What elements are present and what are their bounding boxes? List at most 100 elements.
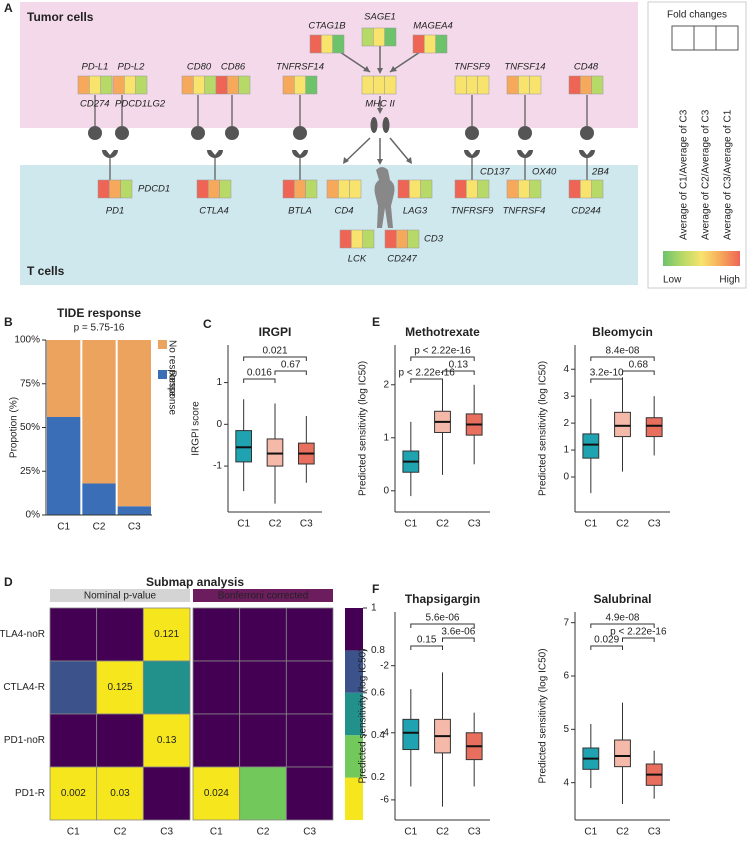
ligand-icon bbox=[88, 126, 102, 140]
fold-change-cell bbox=[529, 179, 542, 199]
fold-change-cell bbox=[339, 229, 352, 249]
receptor-icon bbox=[292, 150, 308, 158]
x-tick-label: C2 bbox=[269, 519, 282, 530]
comparison-label: p < 2.22e-16 bbox=[414, 346, 471, 357]
column-label: C1 bbox=[67, 827, 80, 838]
y-tick-label: -4 bbox=[380, 727, 389, 738]
colorbar-step bbox=[345, 650, 363, 693]
y-tick-label: 7 bbox=[563, 617, 569, 628]
comparison-label: 0.67 bbox=[281, 360, 301, 371]
y-tick-label: 50% bbox=[20, 422, 40, 433]
panel-label: F bbox=[372, 582, 379, 596]
colorbar-label: 0.8 bbox=[371, 645, 385, 656]
x-tick-label: C3 bbox=[648, 827, 661, 838]
fold-change-cell bbox=[384, 229, 397, 249]
bar-segment bbox=[117, 340, 151, 507]
gene-label: MAGEA4 bbox=[413, 21, 453, 32]
fold-change-cell bbox=[305, 75, 318, 95]
heat-cell bbox=[285, 660, 334, 715]
fold-change-cell bbox=[349, 179, 362, 199]
y-axis-label: Propotion (%) bbox=[9, 397, 20, 458]
fold-change-cell bbox=[568, 179, 581, 199]
panel-label: D bbox=[4, 575, 13, 589]
gene-label: PD-L1 bbox=[82, 62, 109, 73]
gene-label: TNFRSF4 bbox=[503, 206, 546, 217]
gene-label: LCK bbox=[348, 254, 367, 265]
fold-change-cell bbox=[506, 75, 519, 95]
fold-change-cell bbox=[326, 179, 339, 199]
ligand-icon bbox=[293, 126, 307, 140]
fold-change-cell bbox=[477, 179, 490, 199]
box bbox=[614, 739, 631, 768]
legend-label: No response bbox=[166, 340, 177, 397]
y-tick-label: 4 bbox=[563, 777, 569, 788]
fold-change-cell bbox=[351, 229, 363, 249]
colorbar-label: 0.6 bbox=[371, 687, 385, 698]
chart-title: Thapsigargin bbox=[405, 592, 480, 606]
fold-change-cell bbox=[477, 75, 490, 95]
x-tick-label: C2 bbox=[436, 827, 449, 838]
heat-cell bbox=[96, 607, 144, 662]
fold-change-cell bbox=[193, 75, 205, 95]
gene-alias: CD137 bbox=[480, 167, 510, 178]
fold-change-cell bbox=[518, 179, 530, 199]
fold-change-cell bbox=[466, 179, 478, 199]
y-tick-label: 1 bbox=[216, 377, 222, 388]
t-cell-icon bbox=[374, 167, 395, 228]
box bbox=[582, 433, 600, 459]
gene-alias: PDCD1LG2 bbox=[115, 99, 166, 110]
legend-column-label: Average of C3/Average of C1 bbox=[723, 109, 734, 240]
fold-change-cell bbox=[135, 75, 148, 95]
x-tick-label: C1 bbox=[404, 827, 417, 838]
legend-column-label: Average of C1/Average of C3 bbox=[679, 109, 690, 240]
legend-label: Response bbox=[166, 370, 177, 415]
receptor-icon bbox=[517, 150, 533, 158]
gene-label: CD48 bbox=[574, 62, 599, 73]
fold-change-cell bbox=[568, 75, 581, 95]
x-tick-label: C1 bbox=[237, 519, 250, 530]
colorbar-label: 0.4 bbox=[371, 730, 385, 741]
bar-segment bbox=[82, 340, 116, 484]
cell-label: 0.002 bbox=[61, 788, 86, 799]
fold-change-cell bbox=[454, 179, 467, 199]
comparison-label: 0.016 bbox=[247, 368, 272, 379]
heat-cell bbox=[192, 607, 241, 662]
cell-label: 0.03 bbox=[110, 788, 130, 799]
legend-box bbox=[671, 25, 739, 51]
panel-label: E bbox=[372, 315, 380, 329]
fold-change-cell bbox=[361, 75, 374, 95]
comparison-label: 4.9e-08 bbox=[606, 613, 640, 624]
fold-change-cell bbox=[282, 75, 295, 95]
comparison-bracket bbox=[590, 378, 623, 383]
comparison-bracket bbox=[622, 637, 655, 642]
x-tick-label: C1 bbox=[584, 519, 597, 530]
fold-change-cell bbox=[466, 75, 478, 95]
gene-label: TNFRSF14 bbox=[276, 62, 324, 73]
y-tick-label: 0% bbox=[26, 510, 41, 521]
fold-change-cell bbox=[361, 27, 374, 47]
heat-cell bbox=[96, 766, 144, 821]
heat-cell bbox=[192, 713, 241, 768]
cell-label: 0.121 bbox=[154, 629, 179, 640]
fold-change-cell bbox=[219, 179, 232, 199]
y-axis-label: Predicted sensitivity (log IC50) bbox=[358, 648, 369, 783]
fold-change-cell bbox=[529, 75, 542, 95]
fold-change-cell bbox=[384, 27, 397, 47]
x-tick-label: C3 bbox=[468, 519, 481, 530]
fold-change-cell bbox=[215, 75, 228, 95]
fold-change-cell bbox=[412, 34, 425, 54]
gene-label: MHC II bbox=[365, 99, 395, 110]
comparison-bracket bbox=[243, 378, 276, 383]
x-tick-label: C3 bbox=[128, 522, 141, 533]
colorbar-step bbox=[345, 735, 363, 778]
fold-change-cell bbox=[396, 229, 408, 249]
comparison-bracket bbox=[274, 370, 307, 375]
heat-cell bbox=[96, 660, 144, 715]
x-tick-label: C2 bbox=[616, 827, 629, 838]
color-scale bbox=[663, 251, 740, 266]
row-label: PD1-noR bbox=[4, 735, 45, 746]
comparison-bracket bbox=[590, 645, 623, 650]
y-tick-label: -2 bbox=[380, 660, 389, 671]
colorbar-label: 1 bbox=[371, 603, 377, 614]
gene-label: TNFRSF9 bbox=[451, 206, 494, 217]
